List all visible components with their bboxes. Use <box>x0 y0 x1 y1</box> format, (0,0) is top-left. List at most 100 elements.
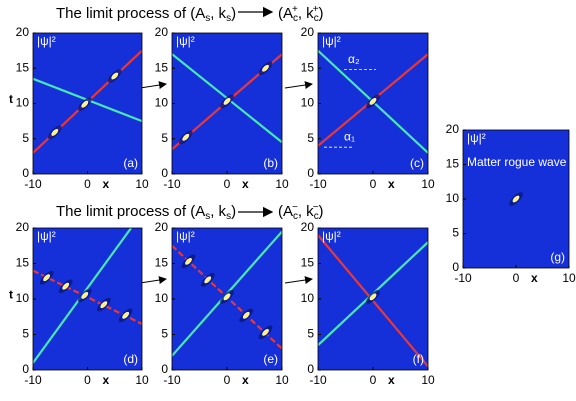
panel-label: (c) <box>410 156 424 170</box>
y-tick-label: 10 <box>155 291 169 305</box>
x-tick-label: 10 <box>421 373 435 387</box>
peak <box>185 257 192 265</box>
panel-label: (e) <box>263 352 278 366</box>
x-tick-label: 0 <box>370 373 377 387</box>
title-part: , k <box>298 203 314 220</box>
title-part: s <box>226 13 231 24</box>
y-tick-label: 20 <box>155 25 169 39</box>
peak <box>122 311 130 319</box>
y-tick-label: 5 <box>22 131 29 145</box>
y-axis-label: t <box>9 288 13 302</box>
peak <box>369 97 377 105</box>
colorbar-label: |ψ|² <box>322 34 341 48</box>
panel-label: (b) <box>263 156 278 170</box>
title-part: (A <box>278 5 293 22</box>
peak <box>81 100 89 108</box>
panel-label: (d) <box>123 352 138 366</box>
plot-area <box>33 228 142 364</box>
x-tick-label: 10 <box>275 373 289 387</box>
x-tick-label: -10 <box>24 177 42 191</box>
x-tick-label: -10 <box>309 177 327 191</box>
y-tick-label: 10 <box>155 96 169 110</box>
y-tick-label: 5 <box>161 327 168 341</box>
title-part: c <box>293 13 298 24</box>
y-tick-label: 10 <box>301 96 315 110</box>
x-axis-label: x <box>531 271 538 285</box>
colorbar-label: |ψ|² <box>37 229 56 243</box>
title-part: s <box>226 211 231 222</box>
title-part: , k <box>210 203 226 220</box>
title-part: , k <box>298 5 314 22</box>
y-tick-label: 15 <box>155 60 169 74</box>
peak <box>369 293 377 301</box>
peak <box>262 64 269 72</box>
panel-arrow <box>139 81 167 90</box>
title-part: (A <box>278 203 293 220</box>
y-tick-label: 10 <box>16 291 30 305</box>
title-part: c <box>314 211 319 222</box>
title-part: − <box>292 202 298 213</box>
panel-label: (f) <box>413 352 424 366</box>
x-tick-label: -10 <box>163 373 181 387</box>
plot-area <box>172 230 282 357</box>
colorbar-label: |ψ|² <box>176 229 195 243</box>
y-tick-label: 5 <box>452 226 459 240</box>
y-tick-label: 15 <box>155 256 169 270</box>
x-tick-label: -10 <box>163 177 181 191</box>
x-tick-label: 0 <box>370 177 377 191</box>
y-tick-label: 0 <box>22 362 29 376</box>
y-axis-label: t <box>9 92 13 106</box>
annotation: Matter rogue wave <box>467 155 567 169</box>
x-tick-label: 0 <box>513 271 520 285</box>
x-axis-label: x <box>388 373 395 387</box>
title-part: c <box>293 211 298 222</box>
y-tick-label: 0 <box>307 362 314 376</box>
peak <box>182 133 190 141</box>
x-tick-label: -10 <box>24 373 42 387</box>
title-part: + <box>313 4 319 15</box>
y-tick-label: 0 <box>161 362 168 376</box>
panel-arrow <box>284 81 313 89</box>
plot-area <box>509 192 523 206</box>
x-tick-label: 10 <box>275 177 289 191</box>
y-tick-label: 20 <box>301 220 315 234</box>
colorbar-label: |ψ|² <box>176 34 195 48</box>
title-part: c <box>314 13 319 24</box>
panel-label: (g) <box>550 250 565 264</box>
y-tick-label: 20 <box>16 25 30 39</box>
x-axis-label: x <box>388 177 395 191</box>
colorbar-label: |ψ|² <box>37 34 56 48</box>
y-tick-label: 20 <box>301 25 315 39</box>
peak <box>223 293 231 301</box>
row-title: The limit process of (As, ks) (Ac−, kc−) <box>56 202 324 222</box>
x-axis-label: x <box>103 177 110 191</box>
plot-area <box>172 53 282 151</box>
title-part: ) <box>319 5 324 22</box>
y-tick-label: 0 <box>22 166 29 180</box>
heatmap-background <box>33 228 142 370</box>
y-tick-label: 15 <box>446 157 460 171</box>
peak <box>51 129 59 136</box>
colorbar-label: |ψ|² <box>467 131 486 145</box>
y-tick-label: 20 <box>446 122 460 136</box>
annotation: α₁ <box>344 130 355 144</box>
panel-arrow <box>284 276 313 284</box>
title-part: ) <box>231 203 236 220</box>
x-tick-label: 0 <box>224 373 231 387</box>
plot-area <box>318 234 428 368</box>
x-tick-label: 0 <box>84 177 91 191</box>
y-tick-label: 10 <box>16 96 30 110</box>
peak <box>43 274 51 282</box>
x-tick-label: 10 <box>421 177 435 191</box>
peak <box>242 311 250 319</box>
title-part: + <box>292 4 298 15</box>
y-tick-label: 15 <box>16 256 30 270</box>
x-tick-label: 10 <box>135 373 149 387</box>
y-tick-label: 0 <box>307 166 314 180</box>
title-part: The limit process of (A <box>56 203 205 220</box>
row-title: The limit process of (As, ks) (Ac+, kc+) <box>56 4 324 24</box>
y-tick-label: 10 <box>301 291 315 305</box>
peak <box>262 328 269 336</box>
panel-label: (a) <box>123 156 138 170</box>
